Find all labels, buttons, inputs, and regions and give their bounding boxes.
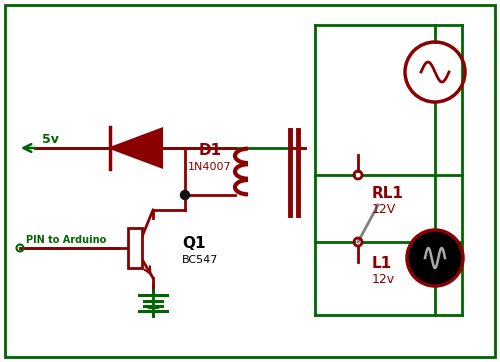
Text: 12V: 12V [372, 203, 396, 216]
Circle shape [180, 190, 190, 199]
Text: Q1: Q1 [182, 236, 206, 251]
Circle shape [407, 230, 463, 286]
Text: PIN to Arduino: PIN to Arduino [26, 235, 106, 245]
Text: 5v: 5v [42, 133, 59, 146]
Text: D1: D1 [198, 143, 222, 158]
Polygon shape [110, 129, 162, 168]
Text: BC547: BC547 [182, 255, 218, 265]
Text: RL1: RL1 [372, 186, 404, 201]
Text: L1: L1 [372, 256, 392, 271]
Text: 1N4007: 1N4007 [188, 162, 232, 172]
FancyBboxPatch shape [128, 228, 142, 268]
Text: 12v: 12v [372, 273, 395, 286]
